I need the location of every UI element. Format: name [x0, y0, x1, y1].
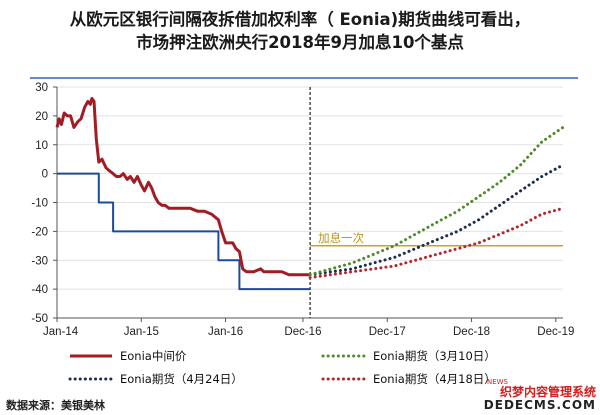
x-tick-label-6: Dec-19: [537, 326, 574, 338]
legend-label-3: Eonia期货（4月18日）: [373, 372, 496, 386]
y-tick-label-4: -10: [31, 198, 48, 210]
series-eonia-mid: [55, 97, 311, 277]
y-tick-label-7: -40: [31, 284, 48, 296]
series-futures-mar10: [308, 125, 565, 277]
x-tick-label-3: Dec-16: [284, 326, 321, 338]
legend-label-1: Eonia期货（3月10日）: [373, 349, 496, 363]
y-tick-label-8: -50: [31, 313, 48, 325]
y-tick-label-2: 10: [35, 140, 48, 152]
series-deposit-rate-step: [57, 172, 311, 291]
y-tick-label-0: 30: [35, 82, 48, 94]
y-tick-label-3: 0: [42, 169, 48, 181]
x-tick-label-0: Jan-14: [43, 326, 79, 338]
x-tick-label-4: Dec-17: [369, 326, 406, 338]
x-tick-labels: Jan-14 Jan-15 Jan-16 Dec-16 Dec-17 Dec-18 Dec-…: [43, 326, 574, 338]
y-tick-labels: 30 20 10 0 -10 -20 -30 -40 -50: [31, 82, 48, 325]
watermark: 织梦内容管理系统 DEDECMS.COM NEWS: [483, 378, 596, 412]
axes: [30, 77, 578, 322]
series-group: [55, 97, 565, 291]
x-tick-label-1: Jan-15: [124, 326, 159, 338]
y-tick-label-1: 20: [35, 111, 48, 123]
rate-hike-annotation: 加息一次: [318, 231, 364, 245]
legend-label-0: Eonia中间价: [120, 349, 187, 363]
y-tick-label-5: -20: [31, 226, 48, 238]
y-tick-label-6: -30: [31, 255, 48, 267]
x-tick-label-2: Jan-16: [208, 326, 243, 338]
chart-title-line-1: 从欧元区银行间隔夜拆借加权利率（ Eonia)期货曲线可看出，: [69, 10, 531, 29]
chart-title-line-2: 市场押注欧洲央行2018年9月加息10个基点: [136, 33, 464, 52]
chart-title: 从欧元区银行间隔夜拆借加权利率（ Eonia)期货曲线可看出， 市场押注欧洲央行…: [0, 8, 600, 54]
x-tick-label-5: Dec-18: [453, 326, 490, 338]
watermark-line-1: 织梦内容管理系统: [499, 385, 596, 399]
source-note: 数据来源：美银美林: [6, 399, 105, 412]
legend: Eonia中间价 Eonia期货（3月10日） Eonia期货（4月24日） Eoni…: [68, 349, 496, 386]
legend-label-2: Eonia期货（4月24日）: [120, 372, 243, 386]
series-futures-apr18: [308, 206, 565, 280]
annotation-group: 加息一次: [318, 231, 364, 245]
series-futures-apr24: [308, 163, 565, 277]
watermark-line-2: DEDECMS.COM: [483, 398, 596, 412]
watermark-badge: NEWS: [486, 378, 508, 386]
